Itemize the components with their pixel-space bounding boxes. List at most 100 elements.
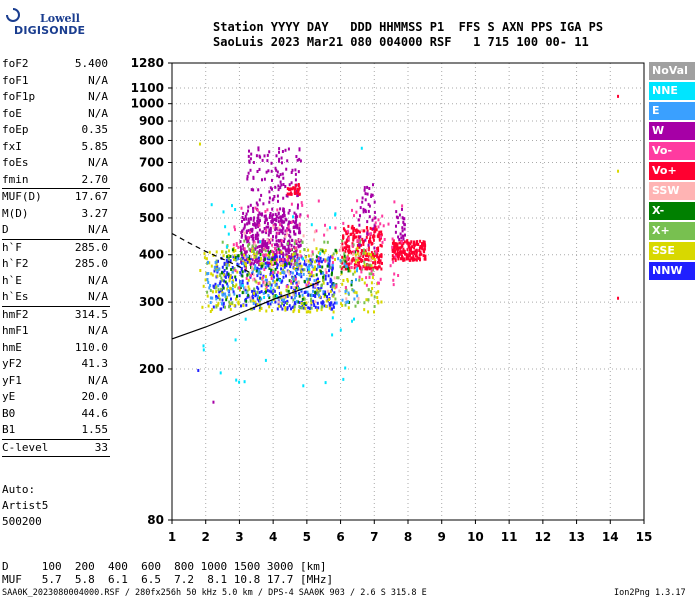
echo-point bbox=[358, 223, 361, 227]
echo-point bbox=[376, 234, 379, 238]
echo-point bbox=[276, 231, 279, 235]
echo-point bbox=[367, 248, 370, 252]
echo-point bbox=[295, 281, 298, 285]
echo-point bbox=[414, 249, 417, 253]
echo-point bbox=[259, 306, 261, 310]
echo-point bbox=[246, 261, 249, 264]
echo-point bbox=[364, 251, 367, 255]
echo-point bbox=[352, 230, 355, 234]
echo-point bbox=[271, 198, 274, 202]
echo-point bbox=[250, 188, 253, 192]
echo-point bbox=[275, 258, 278, 262]
echo-point bbox=[248, 247, 251, 251]
echo-point bbox=[269, 286, 272, 290]
echo-point bbox=[282, 275, 285, 279]
echo-point bbox=[239, 240, 242, 244]
echo-point bbox=[286, 187, 289, 191]
echo-point bbox=[245, 212, 248, 216]
echo-point bbox=[354, 253, 357, 257]
echo-point bbox=[359, 258, 362, 262]
echo-point bbox=[370, 195, 373, 198]
echo-point bbox=[346, 232, 349, 235]
echo-point bbox=[254, 247, 257, 251]
echo-point bbox=[295, 269, 298, 272]
echo-point bbox=[258, 223, 261, 227]
echo-point bbox=[264, 253, 267, 257]
echo-point bbox=[271, 207, 274, 211]
echo-point bbox=[328, 306, 331, 310]
echo-point bbox=[287, 258, 289, 262]
echo-point bbox=[321, 303, 324, 306]
legend-item: Vo- bbox=[649, 142, 695, 160]
echo-point bbox=[257, 299, 260, 303]
echo-point bbox=[229, 286, 232, 290]
echo-point bbox=[254, 279, 257, 283]
echo-point bbox=[244, 262, 247, 266]
echo-point bbox=[245, 217, 248, 221]
echo-point bbox=[317, 306, 320, 310]
echo-point bbox=[295, 155, 298, 158]
param-key: yF1 bbox=[2, 373, 22, 387]
echo-point bbox=[212, 305, 215, 309]
echo-point bbox=[356, 258, 359, 262]
echo-point bbox=[300, 275, 303, 279]
echo-point bbox=[396, 250, 399, 254]
ionogram-chart: 1 2 3 4 5 6 7 8 9 10 11 12 13 14 158020030040050060070… bbox=[131, 56, 653, 544]
echo-point bbox=[310, 306, 313, 310]
echo-point bbox=[401, 226, 404, 230]
echo-point bbox=[227, 262, 229, 266]
echo-point bbox=[300, 201, 303, 205]
y-tick-label: 400 bbox=[139, 248, 164, 262]
echo-point bbox=[368, 256, 371, 260]
echo-point bbox=[370, 193, 373, 197]
echo-point bbox=[283, 265, 286, 269]
echo-point bbox=[284, 229, 287, 233]
echo-point bbox=[319, 256, 322, 260]
echo-point bbox=[278, 147, 281, 151]
param-value: N/A bbox=[88, 73, 108, 87]
echo-point bbox=[274, 267, 277, 271]
echo-point bbox=[215, 295, 218, 298]
echo-point bbox=[347, 269, 350, 273]
echo-point bbox=[271, 187, 273, 191]
echo-point bbox=[290, 259, 293, 263]
echo-point bbox=[268, 289, 271, 293]
echo-point bbox=[379, 277, 382, 281]
echo-point bbox=[265, 290, 267, 294]
echo-point bbox=[391, 245, 394, 249]
legend-item: NNW bbox=[649, 262, 695, 280]
echo-point bbox=[245, 254, 248, 258]
echo-point bbox=[246, 281, 249, 285]
echo-point bbox=[251, 244, 254, 248]
echo-point bbox=[265, 225, 268, 229]
echo-point bbox=[424, 255, 427, 259]
echo-point bbox=[269, 265, 272, 269]
echo-point bbox=[298, 266, 301, 270]
echo-point bbox=[287, 223, 290, 227]
echo-point bbox=[404, 233, 406, 237]
param-value: 41.3 bbox=[81, 357, 109, 370]
echo-point bbox=[264, 240, 267, 244]
echo-point bbox=[379, 243, 382, 247]
echo-point bbox=[370, 272, 373, 276]
echo-point bbox=[400, 240, 403, 244]
echo-point bbox=[260, 297, 263, 301]
echo-point bbox=[415, 252, 418, 256]
echo-point bbox=[227, 257, 230, 261]
echo-point bbox=[310, 270, 313, 274]
param-value: N/A bbox=[88, 90, 108, 103]
echo-point bbox=[227, 289, 230, 293]
echo-point bbox=[402, 241, 405, 245]
profile-lines bbox=[171, 232, 321, 340]
echo-point bbox=[301, 304, 304, 308]
echo-point bbox=[294, 291, 297, 295]
echo-point bbox=[276, 263, 279, 267]
echo-point bbox=[347, 300, 349, 304]
echo-point bbox=[272, 295, 275, 299]
echo-point bbox=[413, 240, 415, 244]
echo-point bbox=[263, 257, 266, 261]
plot-frame bbox=[171, 62, 645, 521]
echo-point bbox=[363, 186, 366, 190]
echo-point bbox=[274, 212, 277, 216]
echo-point bbox=[247, 271, 250, 275]
